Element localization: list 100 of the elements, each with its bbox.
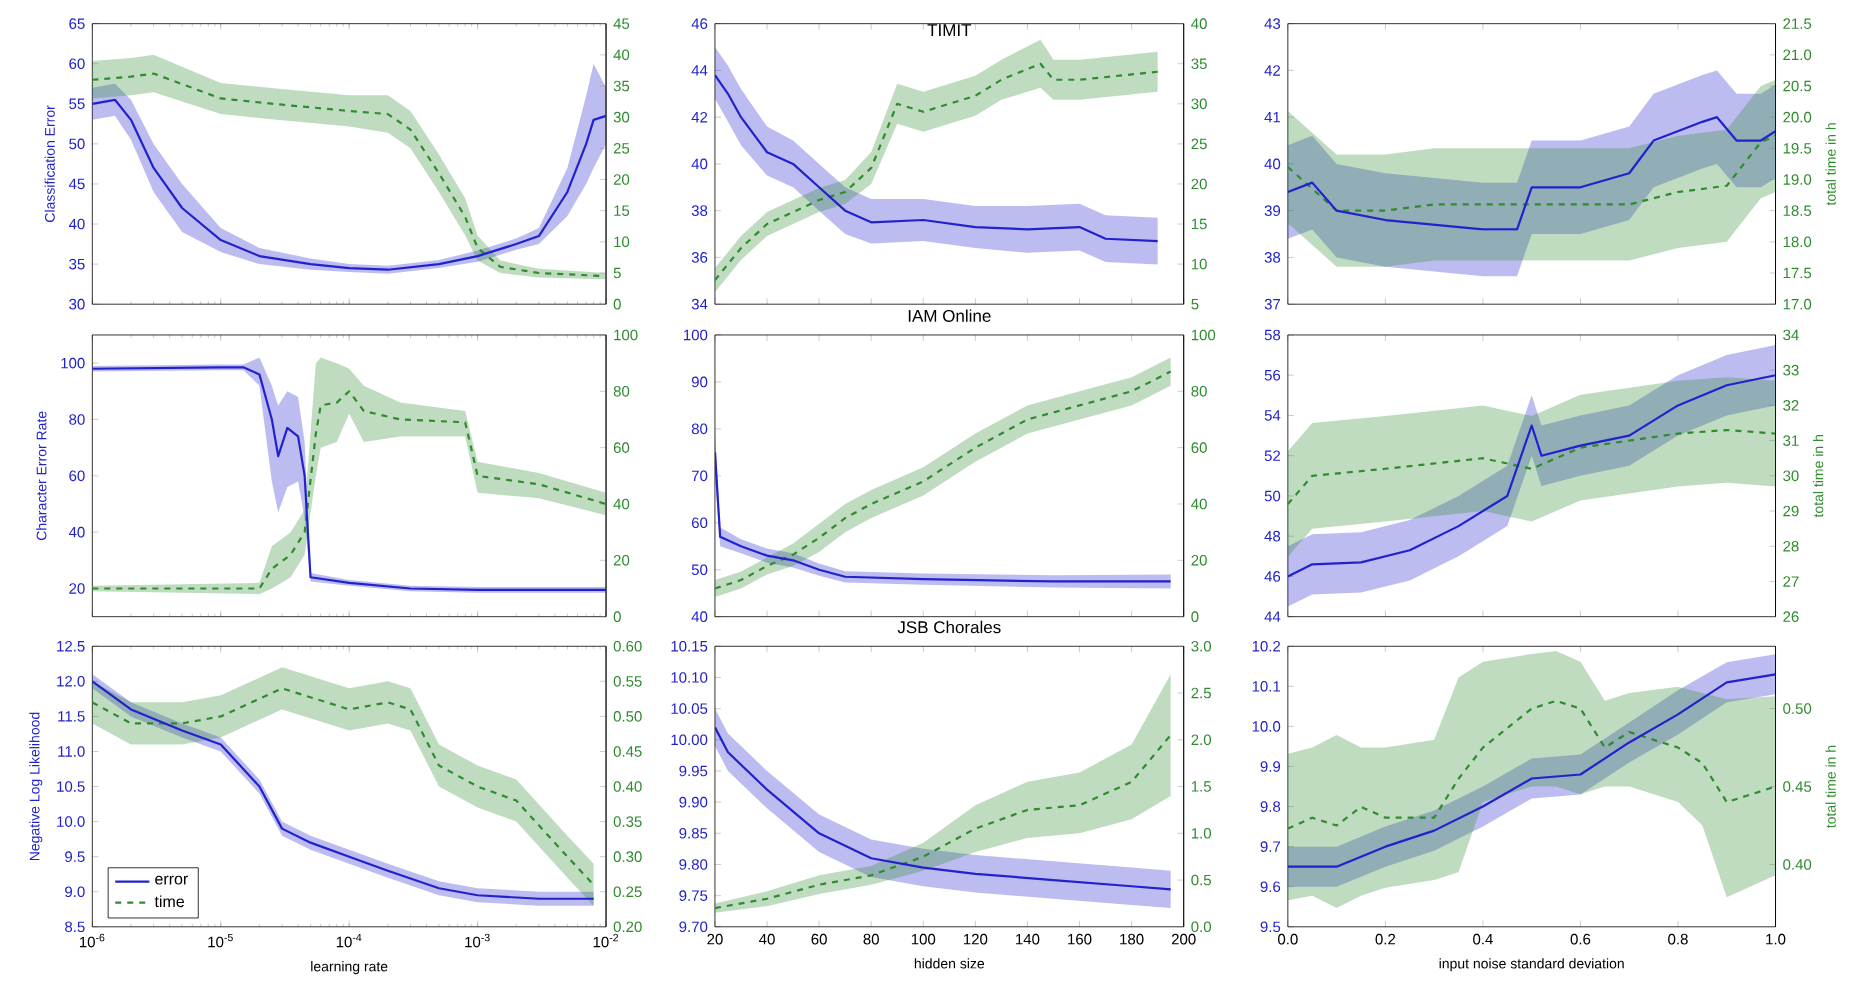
x-tick-label: 200 (1171, 933, 1196, 945)
y-tick-label: 9.0 (65, 886, 85, 898)
y2-tick-label: 0 (613, 298, 621, 310)
y2-tick-label: 17.5 (1783, 267, 1812, 279)
y2-tick-label: 20 (613, 555, 630, 566)
x-tick-label: 0.4 (1473, 933, 1493, 945)
y-tick-label: 11.0 (58, 746, 85, 757)
y2-tick-label: 19.5 (1783, 143, 1812, 154)
y-axis-title: Character Error Rate (36, 411, 47, 541)
y2-tick-label: 45 (613, 18, 630, 29)
y-tick-label: 50 (69, 138, 85, 150)
y2-tick-label: 100 (614, 329, 638, 341)
x-tick-label: 80 (863, 933, 879, 945)
y2-tick-label: 19.0 (1783, 174, 1812, 185)
y2-tick-label: 30 (613, 111, 630, 123)
y-tick-label: 46 (1264, 571, 1281, 582)
y2-tick-label: 2.0 (1191, 734, 1212, 746)
y-tick-label: 9.75 (679, 890, 708, 901)
y2-tick-label: 27 (1783, 576, 1799, 587)
y-tick-label: 9.5 (1260, 921, 1281, 933)
y2-tick-label: 30 (1191, 98, 1207, 110)
y-tick-label: 9.7 (1260, 841, 1281, 852)
y2-tick-label: 32 (1783, 400, 1799, 411)
y2-tick-label: 0.30 (613, 851, 642, 862)
y2-tick-label: 21.0 (1783, 49, 1812, 61)
x-tick-label: 10$^{-3}$ (465, 933, 490, 948)
y2-tick-label: 20.5 (1783, 80, 1812, 92)
x-tick-label: 160 (1068, 933, 1092, 945)
y2-tick-label: 0 (1191, 611, 1199, 622)
y-tick-label: 100 (683, 329, 708, 341)
line-series (1287, 673, 1776, 868)
y2-tick-label: 0.55 (613, 676, 642, 687)
y-tick-label: 46 (691, 18, 708, 29)
y2-tick-label: 0.45 (613, 746, 642, 757)
y-tick-label: 56 (1264, 369, 1281, 381)
y2-tick-label: 10 (1191, 258, 1207, 270)
x-tick-label: 0.8 (1668, 933, 1688, 945)
y-tick-label: 10.0 (1252, 721, 1281, 732)
y2-tick-label: 18.5 (1783, 205, 1812, 216)
y-tick-label: 37 (1264, 298, 1281, 310)
y-tick-label: 90 (691, 376, 708, 388)
y-tick-label: 65 (69, 18, 85, 29)
x-tick-label: 180 (1120, 933, 1144, 945)
y-tick-label: 80 (69, 414, 85, 425)
y-tick-label: 38 (691, 205, 708, 216)
y-tick-label: 10.0 (57, 816, 85, 827)
y-tick-label: 60 (69, 58, 85, 70)
y2-tick-label: 0.45 (1783, 781, 1812, 792)
y-tick-label: 36 (691, 252, 708, 263)
y2-tick-label: 0.40 (1783, 859, 1812, 870)
y-tick-label: 39 (1264, 205, 1281, 216)
y-tick-label: 40 (68, 526, 85, 538)
y-tick-label: 10.1 (1252, 681, 1281, 692)
y2-tick-label: 40 (1191, 498, 1207, 510)
y-tick-label: 44 (1264, 611, 1281, 622)
y2-tick-label: 0.5 (1191, 874, 1211, 886)
y2-tick-label: 25 (613, 143, 630, 154)
y2-axis-title: total time in h (1825, 123, 1836, 206)
y-tick-label: 9.5 (65, 851, 85, 862)
y2-tick-label: 35 (613, 80, 630, 92)
x-tick-label: 0.6 (1570, 933, 1591, 945)
y-tick-label: 41 (1264, 112, 1281, 123)
y2-tick-label: 34 (1783, 329, 1799, 341)
y-tick-label: 9.95 (679, 765, 708, 777)
y2-tick-label: 33 (1783, 364, 1799, 376)
y-tick-label: 10.15 (671, 640, 708, 652)
x-tick-label: 10$^{-5}$ (208, 933, 233, 948)
y-tick-label: 42 (1264, 65, 1281, 76)
y2-tick-label: 30 (1783, 470, 1799, 482)
y-tick-label: 40 (68, 218, 85, 230)
x-tick-label: 10$^{-4}$ (336, 933, 362, 948)
y2-tick-label: 0.35 (613, 816, 642, 827)
y2-tick-label: 25 (1191, 138, 1207, 150)
y2-tick-label: 0.25 (613, 886, 642, 898)
y-tick-label: 11.5 (58, 711, 85, 722)
y-tick-label: 54 (1264, 410, 1281, 421)
y2-tick-label: 10 (614, 236, 630, 248)
y2-tick-label: 60 (1191, 442, 1207, 453)
y-tick-label: 58 (1264, 329, 1281, 341)
y-tick-label: 45 (68, 178, 85, 190)
y-tick-label: 9.70 (679, 921, 708, 933)
x-tick-label: 60 (811, 933, 827, 945)
y-tick-label: 70 (691, 470, 708, 482)
y2-tick-label: 100 (1191, 329, 1216, 341)
y-tick-label: 50 (1264, 490, 1281, 502)
line-series (714, 451, 1172, 583)
y2-axis-title: total time in h (1813, 435, 1824, 518)
y-tick-label: 80 (691, 423, 708, 435)
y2-tick-label: 18.0 (1783, 236, 1812, 248)
y2-tick-label: 5 (613, 267, 621, 279)
y-tick-label: 55 (69, 98, 85, 110)
y-tick-label: 10.10 (671, 672, 708, 683)
y2-tick-label: 20 (613, 174, 630, 185)
y2-tick-label: 29 (1783, 505, 1799, 517)
y-tick-label: 9.9 (1260, 761, 1281, 772)
y-tick-label: 48 (1264, 530, 1281, 542)
y-tick-label: 52 (1264, 450, 1281, 462)
chart-title: IAM Online (908, 309, 991, 322)
y2-tick-label: 26 (1783, 611, 1799, 622)
y2-tick-label: 0.40 (613, 781, 642, 792)
